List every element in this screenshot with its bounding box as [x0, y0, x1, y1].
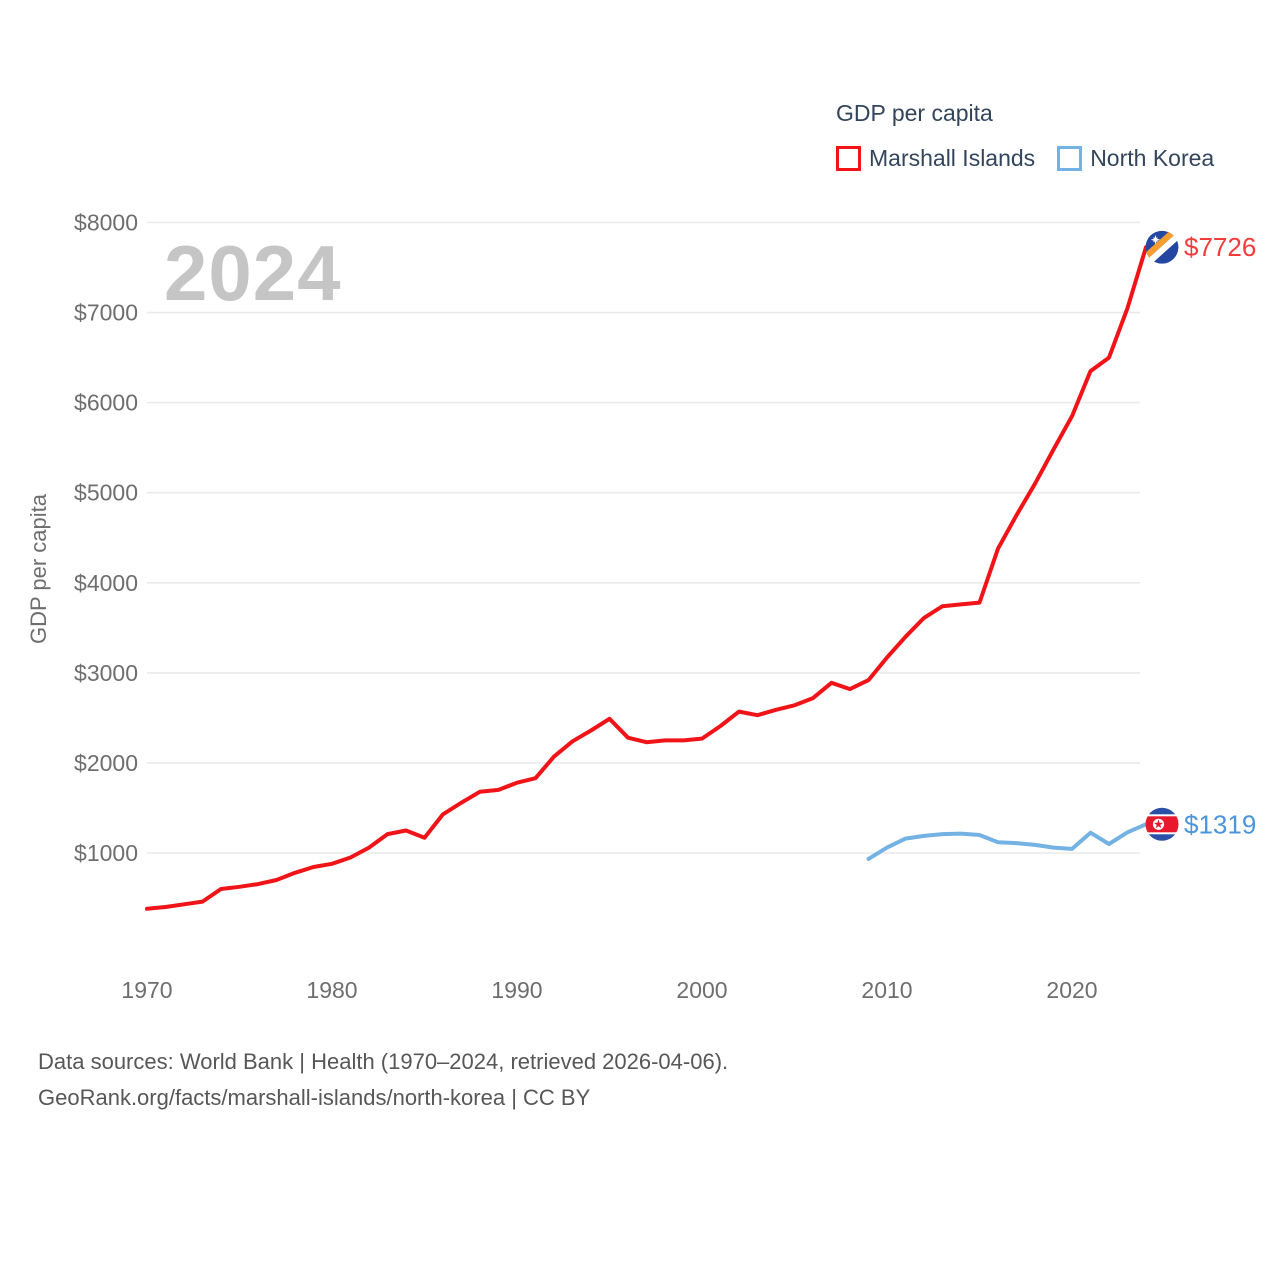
- marshall-islands-end-label: $7726: [1184, 232, 1256, 262]
- legend-item-label: Marshall Islands: [869, 145, 1036, 171]
- watermark-year: 2024: [164, 229, 342, 317]
- source-line-1: Data sources: World Bank | Health (1970–…: [38, 1049, 729, 1074]
- source-line-2: GeoRank.org/facts/marshall-islands/north…: [38, 1085, 591, 1110]
- legend-items: Marshall Islands North Korea: [836, 145, 1214, 172]
- north-korea-swatch-icon: [1057, 146, 1083, 171]
- y-tick-label: $2000: [74, 750, 138, 776]
- legend-item-marshall-islands[interactable]: Marshall Islands: [836, 145, 1035, 172]
- y-tick-label: $5000: [74, 480, 138, 506]
- x-tick-label: 2000: [676, 977, 727, 1003]
- y-tick-label: $3000: [74, 660, 138, 686]
- legend-title: GDP per capita: [836, 100, 993, 126]
- north-korea-end-label: $1319: [1184, 809, 1256, 839]
- x-tick-label: 2010: [861, 977, 912, 1003]
- y-tick-label: $4000: [74, 570, 138, 596]
- x-tick-label: 1980: [306, 977, 357, 1003]
- x-tick-label: 2020: [1046, 977, 1097, 1003]
- y-tick-label: $7000: [74, 300, 138, 326]
- marshall-islands-flag-icon: [1145, 230, 1179, 264]
- source-attribution: Data sources: World Bank | Health (1970–…: [38, 1044, 728, 1116]
- y-tick-label: $8000: [74, 210, 138, 236]
- line-marshall-islands: [145, 245, 1148, 911]
- legend: GDP per capita Marshall Islands North Ko…: [836, 100, 1214, 172]
- y-tick-label: $1000: [74, 840, 138, 866]
- y-axis-label: GDP per capita: [26, 493, 51, 644]
- y-tick-label: $6000: [74, 390, 138, 416]
- x-tick-label: 1970: [121, 977, 172, 1003]
- north-korea-flag-icon: [1145, 807, 1179, 841]
- legend-item-north-korea[interactable]: North Korea: [1057, 145, 1214, 172]
- line-north-korea: [866, 822, 1148, 861]
- legend-item-label: North Korea: [1090, 145, 1215, 171]
- x-tick-label: 1990: [491, 977, 542, 1003]
- marshall-islands-swatch-icon: [836, 146, 861, 171]
